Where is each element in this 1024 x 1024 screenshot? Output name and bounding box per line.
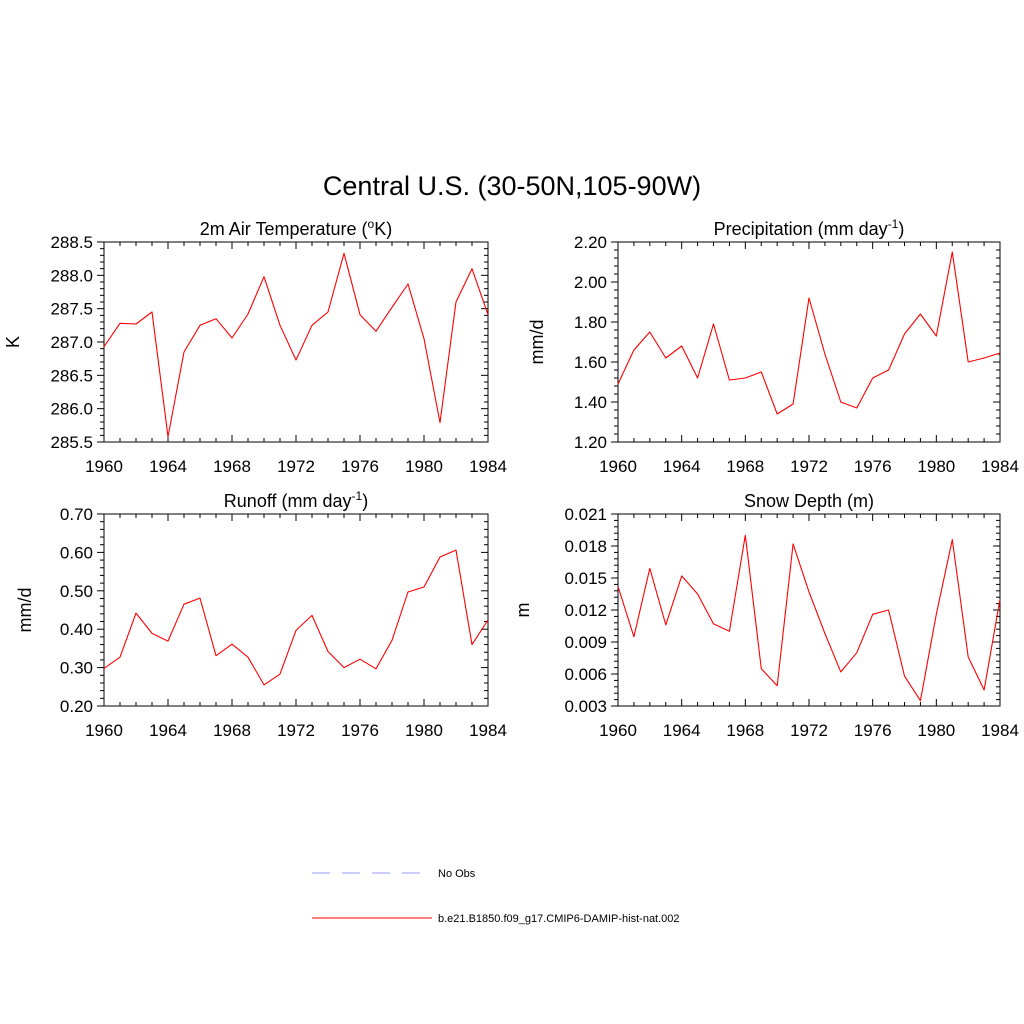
figure-title: Central U.S. (30-50N,105-90W) bbox=[323, 171, 701, 201]
x-tick-label: 1976 bbox=[854, 721, 892, 740]
x-tick-label: 1964 bbox=[663, 457, 701, 476]
y-tick-label: 0.012 bbox=[564, 601, 607, 620]
x-axis-ticks bbox=[103, 242, 489, 442]
y-tick-label: 287.5 bbox=[50, 300, 93, 319]
legend: No Obs b.e21.B1850.f09_g17.CMIP6-DAMIP-h… bbox=[312, 868, 680, 925]
y-tick-label: 288.0 bbox=[50, 266, 93, 285]
x-tick-label: 1984 bbox=[981, 457, 1019, 476]
panel-title-text-end: K) bbox=[374, 219, 392, 239]
x-tick-label: 1976 bbox=[341, 721, 379, 740]
y-tick-label: 0.50 bbox=[60, 582, 93, 601]
y-axis-ticks bbox=[97, 513, 488, 707]
x-tick-label: 1972 bbox=[277, 457, 315, 476]
panel-temperature: 1960 1964 1968 1972 1976 1980 1984 285.5 286.0 28… bbox=[3, 217, 507, 476]
y-tick-label: 0.018 bbox=[564, 537, 607, 556]
y-axis-label: K bbox=[3, 336, 23, 348]
panel-title-text: Runoff (mm day bbox=[224, 491, 352, 511]
y-tick-label: 285.5 bbox=[50, 433, 93, 452]
panel-title-superscript: -1 bbox=[888, 217, 899, 231]
y-tick-label: 1.40 bbox=[574, 393, 607, 412]
panel-title-text: Precipitation (mm day bbox=[714, 219, 888, 239]
x-tick-label: 1984 bbox=[469, 721, 507, 740]
x-tick-label: 1968 bbox=[726, 721, 764, 740]
y-tick-label: 1.20 bbox=[574, 433, 607, 452]
y-tick-label: 1.80 bbox=[574, 313, 607, 332]
panels-group: 1960 1964 1968 1972 1976 1980 1984 285.5 286.0 28… bbox=[3, 217, 1019, 740]
series-line-temperature bbox=[103, 252, 489, 438]
y-tick-label: 0.40 bbox=[60, 620, 93, 639]
panel-precipitation: 1960 1964 1968 1972 1976 1980 1984 1.20 1.40 1.60… bbox=[527, 217, 1019, 476]
x-tick-label: 1968 bbox=[213, 457, 251, 476]
panel-title-superscript: -1 bbox=[352, 489, 363, 503]
x-tick-label: 1972 bbox=[277, 721, 315, 740]
y-tick-label: 0.015 bbox=[564, 569, 607, 588]
x-tick-label: 1984 bbox=[981, 721, 1019, 740]
y-axis-label: mm/d bbox=[527, 320, 547, 365]
panel-title: Snow Depth (m) bbox=[744, 491, 874, 511]
y-tick-label: 0.009 bbox=[564, 633, 607, 652]
x-tick-label: 1984 bbox=[469, 457, 507, 476]
x-tick-label: 1968 bbox=[726, 457, 764, 476]
legend-model-label: b.e21.B1850.f09_g17.CMIP6-DAMIP-hist-nat… bbox=[438, 913, 680, 925]
x-tick-label: 1980 bbox=[917, 721, 955, 740]
x-tick-label: 1980 bbox=[917, 457, 955, 476]
y-tick-label: 0.003 bbox=[564, 697, 607, 716]
panel-title: 2m Air Temperature (oK) bbox=[200, 217, 392, 239]
y-tick-label: 0.30 bbox=[60, 659, 93, 678]
x-axis-ticks bbox=[617, 514, 1001, 706]
y-tick-label: 286.0 bbox=[50, 400, 93, 419]
y-tick-label: 0.60 bbox=[60, 543, 93, 562]
x-tick-label: 1960 bbox=[85, 457, 123, 476]
x-tick-label: 1968 bbox=[213, 721, 251, 740]
y-tick-label: 2.00 bbox=[574, 273, 607, 292]
panel-title-text: 2m Air Temperature ( bbox=[200, 219, 368, 239]
series-line-runoff bbox=[103, 549, 489, 686]
y-axis-ticks bbox=[611, 241, 1000, 443]
y-tick-label: 1.60 bbox=[574, 353, 607, 372]
panel-runoff: 1960 1964 1968 1972 1976 1980 1984 0.20 0.30 0.40… bbox=[15, 489, 507, 740]
panel-title-text: Snow Depth (m) bbox=[744, 491, 874, 511]
y-tick-label: 288.5 bbox=[50, 233, 93, 252]
x-tick-label: 1964 bbox=[149, 457, 187, 476]
panel-title: Runoff (mm day-1) bbox=[224, 489, 368, 511]
y-tick-label: 2.20 bbox=[574, 233, 607, 252]
y-tick-label: 287.0 bbox=[50, 333, 93, 352]
x-tick-label: 1976 bbox=[854, 457, 892, 476]
x-tick-label: 1972 bbox=[790, 457, 828, 476]
legend-obs-label: No Obs bbox=[438, 868, 476, 880]
panel-title: Precipitation (mm day-1) bbox=[714, 217, 905, 239]
x-tick-label: 1972 bbox=[790, 721, 828, 740]
panel-snow-depth: 1960 1964 1968 1972 1976 1980 1984 0.003 0.006 0.… bbox=[513, 491, 1019, 740]
y-axis-ticks bbox=[97, 241, 488, 443]
x-axis-ticks bbox=[617, 242, 1001, 442]
panel-title-superscript: o bbox=[368, 217, 375, 231]
y-tick-label: 0.70 bbox=[60, 505, 93, 524]
x-tick-label: 1980 bbox=[405, 721, 443, 740]
y-tick-label: 286.5 bbox=[50, 366, 93, 385]
x-tick-label: 1960 bbox=[599, 721, 637, 740]
y-tick-label: 0.021 bbox=[564, 505, 607, 524]
x-axis-ticks bbox=[103, 514, 489, 706]
panel-title-text-end: ) bbox=[362, 491, 368, 511]
y-tick-label: 0.006 bbox=[564, 665, 607, 684]
x-tick-label: 1964 bbox=[149, 721, 187, 740]
y-tick-label: 0.20 bbox=[60, 697, 93, 716]
x-tick-label: 1964 bbox=[663, 721, 701, 740]
panel-title-text-end: ) bbox=[898, 219, 904, 239]
x-tick-label: 1960 bbox=[85, 721, 123, 740]
x-tick-label: 1960 bbox=[599, 457, 637, 476]
y-axis-label: m bbox=[513, 603, 533, 618]
x-tick-label: 1980 bbox=[405, 457, 443, 476]
y-axis-label: mm/d bbox=[15, 588, 35, 633]
series-line-precipitation bbox=[617, 251, 1001, 415]
series-line-snow-depth bbox=[617, 534, 1001, 702]
x-tick-label: 1976 bbox=[341, 457, 379, 476]
